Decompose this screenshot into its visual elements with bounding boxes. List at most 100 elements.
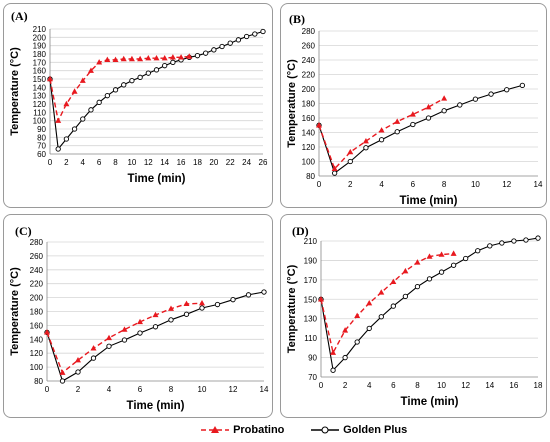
xtick-label-d-2: 2: [343, 381, 348, 390]
data-point-c-golden-plus-1: [59, 378, 66, 384]
legend: Probatino Golden Plus: [0, 422, 550, 442]
data-point-b-probatino-1: [331, 165, 338, 171]
data-point-d-probatino-9: [426, 253, 433, 259]
data-point-b-golden-plus-5: [394, 129, 400, 135]
data-point-c-probatino-5: [121, 326, 128, 332]
data-point-d-golden-plus-9: [426, 276, 433, 282]
data-point-d-golden-plus-12: [463, 255, 469, 262]
data-point-a-probatino-8: [112, 56, 119, 63]
data-point-b-golden-plus-4: [378, 137, 385, 143]
xtick-label-a-6: 6: [97, 158, 102, 167]
xtick-label-b-8: 8: [442, 180, 447, 189]
data-point-a-probatino-15: [169, 54, 176, 60]
data-point-c-probatino-2: [75, 356, 81, 363]
xtick-label-d-18: 18: [534, 381, 543, 390]
data-point-a-probatino-10: [128, 55, 135, 62]
ytick-label-c-120: 120: [30, 349, 44, 358]
xtick-label-b-4: 4: [379, 180, 384, 189]
data-point-c-probatino-0: [44, 329, 50, 335]
ytick-label-b-100: 100: [302, 158, 316, 167]
series-line-c-golden-plus: [46, 291, 265, 382]
xtick-label-c-6: 6: [138, 385, 143, 394]
data-point-a-golden-plus-5: [88, 107, 94, 113]
data-point-d-golden-plus-11: [450, 262, 457, 268]
data-point-d-probatino-11: [450, 250, 457, 256]
ytick-label-b-80: 80: [306, 172, 315, 181]
chart-b-svg: 80 100 120 140 160 180 200 220 240 260 280 0 2 4 6 8 10 1…: [286, 27, 543, 207]
data-point-a-golden-plus-22: [227, 40, 233, 46]
data-point-a-probatino-16: [178, 54, 185, 60]
data-point-d-golden-plus-2: [342, 354, 348, 361]
data-point-a-golden-plus-1: [55, 146, 61, 152]
data-point-b-probatino-7: [425, 103, 432, 110]
ytick-label-a-80: 80: [37, 133, 46, 142]
ytick-label-b-240: 240: [302, 56, 316, 65]
chart-a-svg: 6070809010011012013014015016017018019020…: [9, 25, 268, 185]
ytick-label-d-210: 210: [304, 237, 318, 246]
xtick-label-a-14: 14: [160, 158, 169, 167]
xtick-label-c-2: 2: [76, 385, 81, 394]
data-point-c-probatino-4: [106, 334, 112, 341]
ytick-label-d-190: 190: [304, 256, 318, 265]
data-point-c-probatino-3: [90, 345, 97, 351]
xtick-label-a-4: 4: [81, 158, 86, 167]
chart-panel-a: 60 70 80 90 100 110 120 130 140 150 160 170 180 190 20…: [3, 3, 273, 208]
data-point-c-golden-plus-14: [261, 289, 267, 295]
data-point-c-golden-plus-2: [75, 369, 81, 375]
data-point-c-golden-plus-11: [214, 301, 221, 308]
ytick-label-b-220: 220: [302, 71, 316, 80]
xtick-label-a-2: 2: [64, 158, 69, 167]
data-point-b-probatino-2: [347, 148, 354, 155]
data-point-b-golden-plus-1: [331, 170, 338, 176]
data-point-d-golden-plus-15: [499, 240, 505, 246]
data-point-a-golden-plus-3: [71, 126, 78, 132]
ytick-label-c-220: 220: [30, 280, 44, 289]
data-point-a-probatino-1: [55, 117, 62, 123]
xtick-label-d-4: 4: [367, 381, 372, 390]
x-axis-title-c: Time (min): [127, 400, 185, 412]
data-point-d-golden-plus-3: [354, 339, 360, 345]
xtick-label-b-0: 0: [317, 180, 322, 189]
data-point-c-golden-plus-9: [183, 311, 190, 317]
ytick-label-b-180: 180: [302, 100, 316, 109]
ytick-label-d-130: 130: [304, 315, 318, 324]
xtick-label-b-2: 2: [348, 180, 353, 189]
legend-item-golden-plus: Golden Plus: [310, 424, 407, 436]
data-point-a-golden-plus-6: [96, 99, 102, 105]
xtick-label-b-6: 6: [411, 180, 416, 189]
data-point-a-probatino-13: [153, 54, 160, 61]
xtick-label-c-4: 4: [107, 385, 112, 394]
data-point-a-golden-plus-14: [162, 63, 168, 69]
data-point-c-golden-plus-13: [245, 292, 252, 298]
xtick-label-a-22: 22: [226, 158, 235, 167]
ytick-label-a-100: 100: [33, 117, 47, 126]
data-point-a-golden-plus-10: [129, 78, 135, 84]
ytick-label-d-70: 70: [308, 373, 317, 382]
data-point-b-golden-plus-8: [441, 108, 447, 114]
data-point-a-golden-plus-21: [219, 43, 225, 50]
xtick-label-c-12: 12: [229, 385, 238, 394]
chart-d-svg: 70 90 110 130 150 170 190 210 0 2 4 6 8 10 12 14 16 18 Tim…: [286, 235, 543, 408]
data-point-a-golden-plus-20: [211, 47, 217, 53]
xtick-label-b-14: 14: [534, 180, 543, 189]
data-point-b-golden-plus-2: [347, 158, 353, 165]
data-point-b-probatino-8: [441, 95, 448, 101]
y-axis-title-a: Temperature (°C): [9, 47, 21, 136]
data-point-a-golden-plus-7: [104, 93, 110, 99]
x-axis-title-b: Time (min): [400, 195, 458, 207]
data-point-d-probatino-3: [354, 312, 361, 318]
data-point-d-golden-plus-13: [475, 248, 481, 254]
data-point-c-probatino-6: [137, 318, 143, 325]
ytick-label-c-80: 80: [34, 377, 43, 386]
data-point-d-probatino-0: [318, 296, 324, 302]
data-point-a-probatino-2: [63, 100, 70, 107]
data-point-a-golden-plus-15: [170, 59, 176, 65]
ytick-label-d-90: 90: [308, 354, 317, 363]
xtick-label-c-14: 14: [260, 385, 269, 394]
ytick-label-c-200: 200: [30, 294, 44, 303]
data-point-a-probatino-5: [87, 67, 94, 73]
data-point-a-golden-plus-11: [137, 74, 143, 80]
legend-item-probatino: Probatino: [200, 424, 284, 436]
ytick-label-d-170: 170: [304, 276, 318, 285]
data-point-c-probatino-1: [59, 369, 66, 375]
